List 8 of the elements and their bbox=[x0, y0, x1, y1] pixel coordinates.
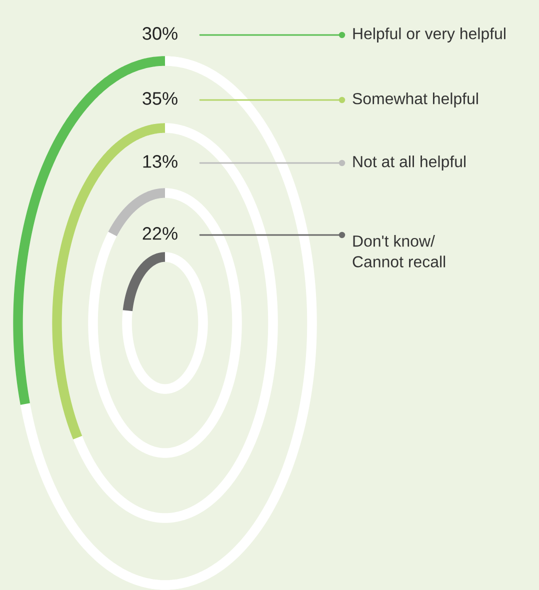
data-label: 35% bbox=[142, 92, 178, 105]
category-label: Somewhat helpful bbox=[352, 92, 478, 108]
category-label: Don't know/ Cannot recall bbox=[352, 235, 446, 268]
data-label: 22% bbox=[142, 227, 178, 240]
data-label: 13% bbox=[143, 155, 178, 168]
category-label: Helpful or very helpful bbox=[353, 28, 506, 42]
category-label: Not at all helpful bbox=[353, 156, 466, 170]
data-label: 30% bbox=[142, 27, 178, 40]
